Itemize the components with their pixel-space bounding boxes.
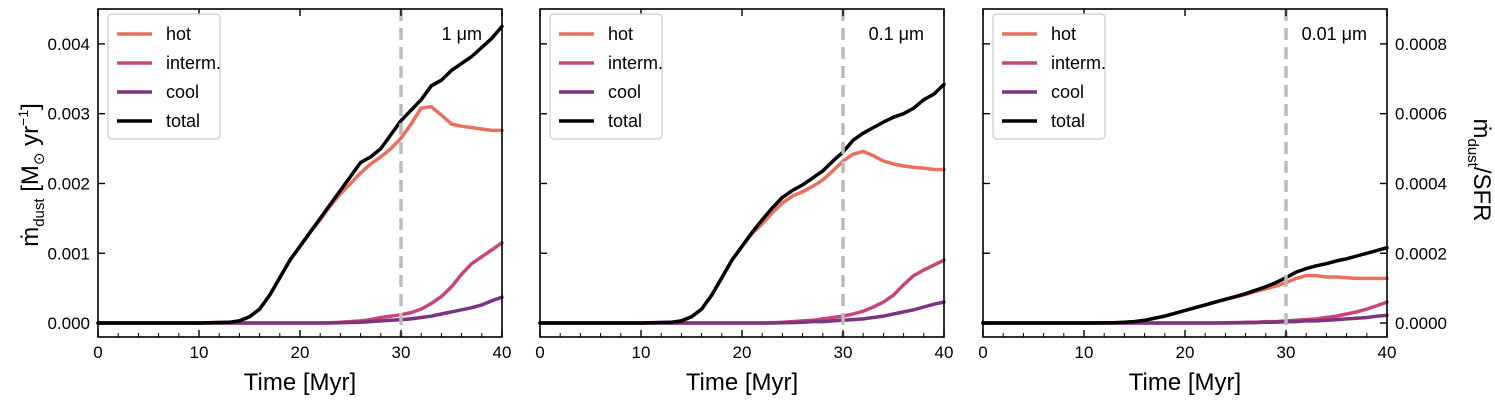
x-axis-title: Time [Myr] xyxy=(1129,369,1241,396)
x-tick-label: 30 xyxy=(1277,343,1296,362)
legend: hot interm. cool total xyxy=(107,13,221,140)
legend-label-hot: hot xyxy=(1051,24,1076,44)
right-y-tick-label: 0.0002 xyxy=(1395,244,1447,263)
right-y-tick-label: 0.0004 xyxy=(1395,174,1447,193)
legend-label-cool: cool xyxy=(1051,82,1084,102)
y-axis-title-right: ṁdust/SFR xyxy=(1464,118,1495,221)
panel-1um: 0 10 20 30 40 0.000 0.001 0.002 0.003 0.004 Time [… xyxy=(47,8,512,396)
legend-label-total: total xyxy=(608,111,642,131)
x-tick-label: 20 xyxy=(291,343,310,362)
x-tick-label: 20 xyxy=(733,343,752,362)
legend-label-interm: interm. xyxy=(1051,53,1106,73)
x-tick-label: 10 xyxy=(1075,343,1094,362)
panel-label: 0.1 μm xyxy=(869,24,924,44)
legend-box xyxy=(549,13,663,140)
panel-0-01um: 0 10 20 30 40 Time [Myr] 0.01 μm hot interm. cool… xyxy=(978,8,1397,396)
legend: hot interm. cool total xyxy=(549,13,663,140)
y-axis-title-left: ṁdust [M⊙ yr−1] xyxy=(15,103,48,247)
x-tick-label: 10 xyxy=(190,343,209,362)
right-y-tick-label: 0.0006 xyxy=(1395,105,1447,124)
series-line-cool xyxy=(96,295,504,325)
panel-label: 1 μm xyxy=(442,24,482,44)
y-tick-label: 0.000 xyxy=(47,314,90,333)
right-y-tick-label: 0.0008 xyxy=(1395,35,1447,54)
legend: hot interm. cool total xyxy=(992,13,1106,140)
x-tick-label: 40 xyxy=(1378,343,1397,362)
right-y-tick-label: 0.0000 xyxy=(1395,314,1447,333)
x-axis-title: Time [Myr] xyxy=(686,369,798,396)
legend-label-total: total xyxy=(166,111,200,131)
right-axis: 0.0000 0.0002 0.0004 0.0006 0.0008 xyxy=(1380,35,1447,333)
y-tick-label: 0.003 xyxy=(47,105,90,124)
legend-label-hot: hot xyxy=(608,24,633,44)
x-tick-label: 20 xyxy=(1176,343,1195,362)
series-line-cool xyxy=(538,300,946,325)
x-tick-label: 40 xyxy=(935,343,954,362)
legend-label-cool: cool xyxy=(608,82,641,102)
series-line-interm xyxy=(538,258,946,325)
series-line-hot xyxy=(538,149,946,325)
series-line-total xyxy=(538,82,946,325)
y-tick-label: 0.004 xyxy=(47,35,90,54)
panel-label: 0.01 μm xyxy=(1302,24,1367,44)
x-tick-label: 0 xyxy=(978,343,987,362)
legend-label-interm: interm. xyxy=(608,53,663,73)
legend-label-total: total xyxy=(1051,111,1085,131)
y-tick-label: 0.002 xyxy=(47,174,90,193)
legend-label-interm: interm. xyxy=(166,53,221,73)
x-tick-label: 30 xyxy=(834,343,853,362)
legend-box xyxy=(992,13,1106,140)
x-axis-title: Time [Myr] xyxy=(244,369,356,396)
y-tick-label: 0.001 xyxy=(47,244,90,263)
x-tick-label: 0 xyxy=(93,343,102,362)
legend-box xyxy=(107,13,221,140)
series-line-total xyxy=(981,245,1389,325)
series-line-total xyxy=(96,24,504,325)
x-tick-label: 40 xyxy=(493,343,512,362)
legend-label-cool: cool xyxy=(166,82,199,102)
series-line-interm xyxy=(96,241,504,325)
x-tick-label: 0 xyxy=(535,343,544,362)
panel-0-1um: 0 10 20 30 40 Time [Myr] 0.1 μm hot interm. cool t… xyxy=(535,8,954,396)
x-tick-label: 30 xyxy=(392,343,411,362)
legend-label-hot: hot xyxy=(166,24,191,44)
x-tick-label: 10 xyxy=(632,343,651,362)
